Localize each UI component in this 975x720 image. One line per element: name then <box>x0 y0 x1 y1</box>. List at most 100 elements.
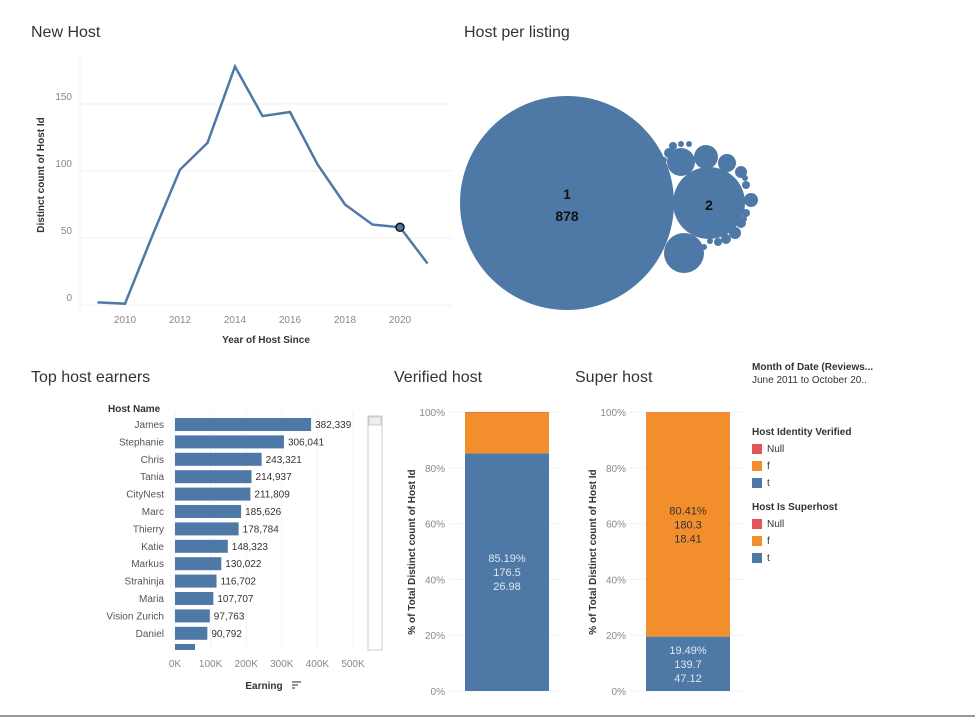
date-filter[interactable]: Month of Date (Reviews... June 2011 to O… <box>752 362 873 386</box>
y-tick-label: 80% <box>425 464 445 475</box>
bubble <box>714 238 722 246</box>
bar <box>175 505 242 518</box>
bubble <box>735 166 747 178</box>
segment-label: 26.98 <box>493 581 521 593</box>
top-host-earners-title: Top host earners <box>31 369 151 386</box>
x-tick-label: 2016 <box>279 315 302 326</box>
x-tick-label: 0K <box>169 659 182 670</box>
bar <box>175 574 217 588</box>
legend-item[interactable]: Null <box>752 441 851 458</box>
bar-value-label: 382,339 <box>315 420 352 431</box>
bubble <box>667 148 695 176</box>
legend-identity-title: Host Identity Verified <box>752 427 852 438</box>
bar-segment-t <box>646 636 730 691</box>
bar-category-label: Tania <box>140 472 164 483</box>
bar-value-label: 130,022 <box>225 559 262 570</box>
swatch-t <box>752 553 762 564</box>
bubble <box>664 233 704 273</box>
bar-partial <box>175 644 195 650</box>
bar-category-label: James <box>135 420 164 431</box>
segment-label: 85.19% <box>488 553 526 565</box>
segment-label: 18.41 <box>674 533 702 545</box>
bubble-label: 2 <box>705 197 713 213</box>
y-axis-title: Distinct count of Host Id <box>36 117 47 233</box>
bar <box>175 522 239 536</box>
bar <box>175 609 210 623</box>
bar-category-label: Vision Zurich <box>106 611 164 622</box>
y-tick-label: 0% <box>612 687 627 698</box>
legend-item[interactable]: t <box>752 550 838 567</box>
bar-value-label: 97,763 <box>214 611 245 622</box>
bar-value-label: 90,792 <box>211 629 242 640</box>
bar-value-label: 214,937 <box>256 472 293 483</box>
bar <box>175 557 222 571</box>
legend-superhost-title: Host Is Superhost <box>752 502 838 513</box>
bubble <box>701 244 707 250</box>
y-tick-label: 100 <box>55 159 72 170</box>
x-tick-label: 500K <box>341 659 365 670</box>
bubble-value: 878 <box>555 208 579 224</box>
bar-value-label: 243,321 <box>266 455 303 466</box>
bar-segment-Null <box>465 412 549 413</box>
swatch-f <box>752 536 762 547</box>
new-host-title: New Host <box>31 24 101 41</box>
sort-icon <box>292 681 301 689</box>
super-host-title: Super host <box>575 369 653 386</box>
segment-label: 139.7 <box>674 659 702 671</box>
legend-item[interactable]: t <box>752 475 851 492</box>
date-filter-title: Month of Date (Reviews... <box>752 362 874 373</box>
segment-label: 47.12 <box>674 673 702 685</box>
bar <box>175 435 284 449</box>
bar-category-label: Stephanie <box>119 437 164 448</box>
bubble <box>721 234 731 244</box>
y-tick-label: 80% <box>606 464 626 475</box>
bar-category-label: Marc <box>142 507 164 518</box>
y-tick-label: 60% <box>606 520 626 531</box>
bar-value-label: 148,323 <box>232 542 269 553</box>
x-tick-label: 2014 <box>224 315 247 326</box>
bar <box>175 539 228 553</box>
legend-item[interactable]: Null <box>752 516 838 533</box>
legend-label: t <box>767 478 770 489</box>
legend-item[interactable]: f <box>752 533 838 550</box>
bubble <box>669 142 677 150</box>
legend-label: Null <box>767 444 785 455</box>
legend-identity: Host Identity Verified Null f t <box>752 424 851 492</box>
verified-host-title: Verified host <box>394 369 483 386</box>
bar-category-label: Katie <box>141 542 164 553</box>
bar-segment-f <box>465 412 549 454</box>
bar-value-label: 107,707 <box>217 594 254 605</box>
bar-category-label: Strahinja <box>125 577 165 588</box>
x-tick-label: 2018 <box>334 315 357 326</box>
x-tick-label: 200K <box>235 659 259 670</box>
legend-label: f <box>767 461 770 472</box>
bubble <box>742 181 750 189</box>
bubble <box>744 193 758 207</box>
bar-category-label: Markus <box>131 559 164 570</box>
date-filter-value[interactable]: June 2011 to October 20.. <box>752 375 867 386</box>
swatch-null <box>752 444 762 455</box>
y-tick-label: 40% <box>425 575 445 586</box>
bar <box>175 470 252 484</box>
bubble <box>729 227 741 239</box>
scrollbar[interactable] <box>367 415 383 651</box>
bar <box>175 418 312 431</box>
y-tick-label: 40% <box>606 575 626 586</box>
highlighted-point <box>395 222 405 233</box>
bar-category-label: Daniel <box>136 629 164 640</box>
segment-label: 19.49% <box>669 645 707 657</box>
legend-label: Null <box>767 519 785 530</box>
bar <box>175 487 251 501</box>
legend-item[interactable]: f <box>752 458 851 475</box>
y-axis-title: % of Total Distinct count of Host Id <box>407 469 418 634</box>
bubble <box>460 96 674 310</box>
bubble <box>661 157 667 163</box>
legend-label: f <box>767 536 770 547</box>
y-tick-label: 60% <box>425 520 445 531</box>
x-tick-label: 2010 <box>114 315 137 326</box>
segment-label: 180.3 <box>674 519 702 531</box>
bar-value-label: 185,626 <box>245 507 282 518</box>
scrollbar-thumb[interactable] <box>368 416 382 426</box>
bubble <box>741 216 747 222</box>
